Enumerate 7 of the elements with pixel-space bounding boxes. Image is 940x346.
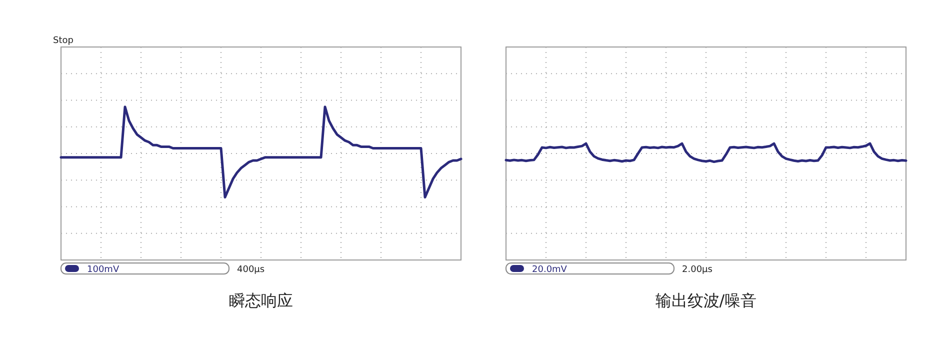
text: 输出纹波/噪音 <box>655 291 757 310</box>
text: 400µs <box>237 265 265 275</box>
text: 20.0mV <box>532 265 568 275</box>
text: 2.00µs <box>682 265 713 275</box>
text: 100mV <box>87 265 120 275</box>
text: 瞬态响应 <box>229 291 293 310</box>
text: Stop <box>53 36 74 46</box>
